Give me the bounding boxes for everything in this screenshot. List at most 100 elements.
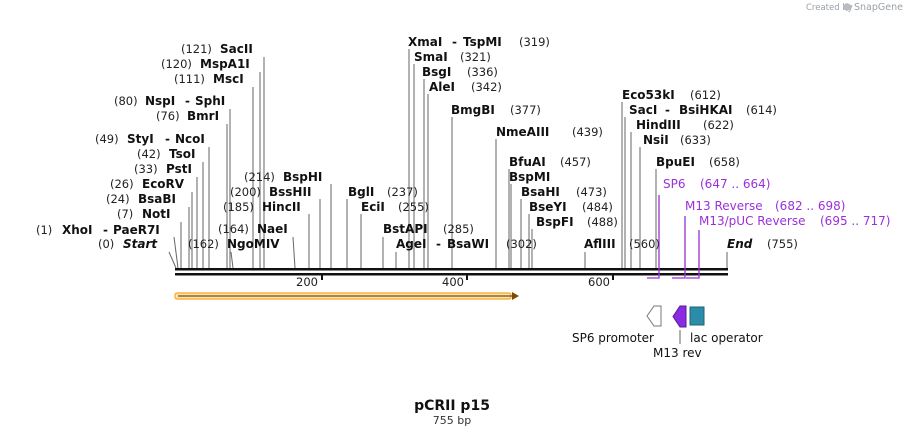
site-pos-start: (0) bbox=[98, 237, 114, 251]
site-dash-xhoi: - bbox=[103, 223, 108, 237]
site-name-aflii[interactable]: AflIII bbox=[584, 237, 616, 251]
primer-marker-m13-reverse bbox=[672, 216, 686, 279]
tick-mark-200 bbox=[321, 275, 323, 280]
site-name-bgli[interactable]: BglI bbox=[348, 185, 374, 199]
primer-name-m13-reverse[interactable]: M13 Reverse bbox=[685, 199, 763, 213]
connector-start bbox=[168, 251, 177, 269]
primer-name-sp6[interactable]: SP6 bbox=[663, 177, 686, 191]
primer-range-sp6: (647 .. 664) bbox=[700, 177, 770, 191]
site-name-agei[interactable]: AgeI bbox=[396, 237, 426, 251]
primer-marker-m13-puc-reverse bbox=[686, 230, 700, 279]
site-name-msci[interactable]: MscI bbox=[213, 72, 244, 86]
site-name-bmri[interactable]: BmrI bbox=[187, 109, 219, 123]
site-dash-styi: - bbox=[165, 132, 170, 146]
site-pos-psti: (33) bbox=[134, 162, 158, 176]
site-name-noti[interactable]: NotI bbox=[142, 207, 171, 221]
tick-label-400: 400 bbox=[442, 275, 464, 289]
connector-naei bbox=[292, 236, 296, 269]
site-name-tsoi[interactable]: TsoI bbox=[169, 147, 195, 161]
site-name-bmgbi[interactable]: BmgBI bbox=[451, 103, 495, 117]
site-name-alei[interactable]: AleI bbox=[429, 80, 455, 94]
site-name-sacii[interactable]: SacII bbox=[220, 42, 253, 56]
site-name-bsabi[interactable]: BsaBI bbox=[138, 192, 176, 206]
m13-rev-arrow-icon[interactable] bbox=[672, 305, 687, 328]
site-pos-bsphi: (214) bbox=[244, 170, 275, 184]
site-name-bpuei[interactable]: BpuEI bbox=[656, 155, 695, 169]
site-pos-bseyi: (484) bbox=[582, 200, 613, 214]
site-name-xmai[interactable]: XmaI bbox=[408, 35, 442, 49]
site-pos-end: (755) bbox=[767, 237, 798, 251]
site-name-bstapi[interactable]: BstAPI bbox=[383, 222, 428, 236]
site-name-mspa1i[interactable]: MspA1I bbox=[200, 57, 250, 71]
site-name-styi[interactable]: StyI bbox=[127, 132, 154, 146]
site-name-nsii[interactable]: NsiI bbox=[643, 133, 669, 147]
site-name-bsihkai[interactable]: BsiHKAI bbox=[679, 103, 733, 117]
site-name-hincii[interactable]: HincII bbox=[262, 200, 301, 214]
site-name-bseyi[interactable]: BseYI bbox=[529, 200, 567, 214]
m13-rev-label: M13 rev bbox=[653, 346, 702, 360]
site-name-xhoi[interactable]: XhoI bbox=[62, 223, 93, 237]
site-pos-bmgbi: (377) bbox=[510, 103, 541, 117]
site-pos-msci: (111) bbox=[174, 72, 205, 86]
site-pos-naei: (164) bbox=[218, 222, 249, 236]
primer-marker-sp6 bbox=[647, 195, 660, 279]
site-name-paer7i[interactable]: PaeR7I bbox=[113, 223, 160, 237]
primer-range-m13-reverse: (682 .. 698) bbox=[775, 199, 845, 213]
site-dash-saci: - bbox=[665, 103, 670, 117]
site-name-bsawi[interactable]: BsaWI bbox=[447, 237, 489, 251]
site-name-bspmi[interactable]: BspMI bbox=[509, 170, 550, 184]
sp6-promoter-arrow-icon[interactable] bbox=[646, 305, 662, 327]
site-name-psti[interactable]: PstI bbox=[166, 162, 192, 176]
site-name-bfuai[interactable]: BfuAI bbox=[509, 155, 546, 169]
primer-name-m13-puc-reverse[interactable]: M13/pUC Reverse bbox=[699, 214, 806, 228]
site-name-sphi[interactable]: SphI bbox=[195, 94, 225, 108]
site-dash-agei: - bbox=[436, 237, 441, 251]
tick-label-600: 600 bbox=[588, 275, 610, 289]
site-pos-hincii: (185) bbox=[223, 200, 254, 214]
site-name-bsshii[interactable]: BssHII bbox=[269, 185, 311, 199]
site-pos-bspfi: (488) bbox=[587, 215, 618, 229]
site-dash-nspi: - bbox=[185, 94, 190, 108]
site-name-ncoi[interactable]: NcoI bbox=[175, 132, 205, 146]
site-name-ecorv[interactable]: EcoRV bbox=[142, 177, 185, 191]
site-name-naei[interactable]: NaeI bbox=[257, 222, 288, 236]
backbone-bottom-strand bbox=[175, 273, 728, 276]
site-name-bsgi[interactable]: BsgI bbox=[422, 65, 451, 79]
site-name-smai[interactable]: SmaI bbox=[414, 50, 448, 64]
snapgene-brand-text: SnapGene bbox=[854, 2, 903, 13]
site-pos-bpuei: (658) bbox=[709, 155, 740, 169]
site-pos-aflii: (560) bbox=[629, 237, 660, 251]
site-pos-bsahi: (473) bbox=[576, 185, 607, 199]
tick-mark-600 bbox=[612, 275, 614, 280]
site-name-nspi[interactable]: NspI bbox=[145, 94, 175, 108]
site-pos-tsoi: (42) bbox=[137, 147, 161, 161]
site-name-tspmi[interactable]: TspMI bbox=[463, 35, 502, 49]
sp6-promoter-label: SP6 promoter bbox=[572, 331, 654, 345]
site-name-ngomiv[interactable]: NgoMIV bbox=[227, 237, 280, 251]
site-name-start[interactable]: Start bbox=[123, 237, 158, 251]
plasmid-title: pCRII p15 bbox=[414, 398, 490, 414]
site-pos-bsabi: (24) bbox=[106, 192, 130, 206]
site-pos-eco53ki: (612) bbox=[690, 88, 721, 102]
site-name-bspfi[interactable]: BspFI bbox=[536, 215, 574, 229]
site-pos-ecorv: (26) bbox=[110, 177, 134, 191]
site-pos-nsii: (633) bbox=[680, 133, 711, 147]
site-name-eco53ki[interactable]: Eco53kI bbox=[622, 88, 675, 102]
site-pos-nmeaiii: (439) bbox=[572, 125, 603, 139]
site-pos-ngomiv: (162) bbox=[188, 237, 219, 251]
site-name-ecli[interactable]: EciI bbox=[361, 200, 385, 214]
site-pos-bsgi: (336) bbox=[467, 65, 498, 79]
orf-arrow-head-icon bbox=[512, 292, 519, 300]
site-name-bsphi[interactable]: BspHI bbox=[283, 170, 322, 184]
site-name-bsahi[interactable]: BsaHI bbox=[521, 185, 560, 199]
lac-operator-box-icon[interactable] bbox=[689, 306, 705, 326]
site-pos-hindiii: (622) bbox=[703, 118, 734, 132]
site-pos-ecli: (255) bbox=[398, 200, 429, 214]
site-pos-sacii: (121) bbox=[181, 42, 212, 56]
site-name-saci[interactable]: SacI bbox=[629, 103, 657, 117]
site-name-hindiii[interactable]: HindIII bbox=[636, 118, 681, 132]
connector-xhoi bbox=[173, 236, 179, 269]
site-name-end[interactable]: End bbox=[727, 237, 753, 251]
site-dash-xmai: - bbox=[452, 35, 457, 49]
site-name-nmeaiii[interactable]: NmeAIII bbox=[496, 125, 549, 139]
